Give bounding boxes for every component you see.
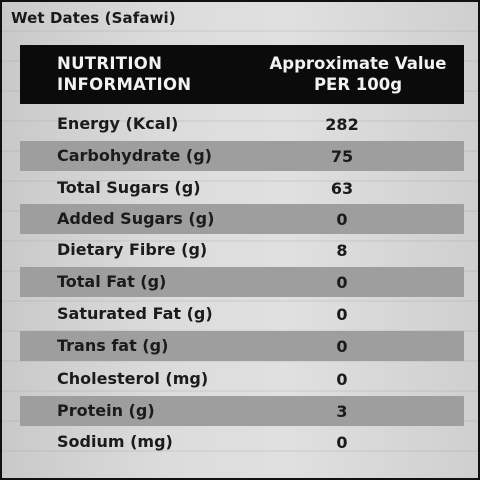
nutrient-name: Saturated Fat (g) — [57, 304, 213, 323]
table-row-energy: Energy (Kcal) 282 — [20, 109, 464, 139]
nutrient-name: Added Sugars (g) — [57, 209, 215, 228]
table-row-trans-fat: Trans fat (g) 0 — [20, 331, 464, 361]
table-row-total-sugars: Total Sugars (g) 63 — [20, 173, 464, 203]
header-approximate-value: Approximate Value PER 100g — [252, 53, 464, 95]
product-title: Wet Dates (Safawi) — [11, 9, 176, 27]
nutrient-name: Energy (Kcal) — [57, 114, 179, 133]
nutrient-name: Protein (g) — [57, 401, 155, 420]
table-row-protein: Protein (g) 3 — [20, 396, 464, 426]
nutrient-name: Cholesterol (mg) — [57, 369, 209, 388]
nutrient-value: 0 — [336, 337, 348, 356]
nutrient-value: 8 — [336, 241, 348, 260]
nutrient-name: Sodium (mg) — [57, 432, 173, 451]
table-row-sodium: Sodium (mg) 0 — [20, 427, 464, 457]
nutrient-name: Total Sugars (g) — [57, 178, 201, 197]
nutrition-table-header: NUTRITION INFORMATION Approximate Value … — [20, 45, 464, 104]
table-row-total-fat: Total Fat (g) 0 — [20, 267, 464, 297]
nutrient-value: 0 — [336, 210, 348, 229]
nutrient-value: 3 — [336, 402, 348, 421]
nutrient-value: 0 — [336, 433, 348, 452]
table-row-cholesterol: Cholesterol (mg) 0 — [20, 364, 464, 394]
nutrient-name: Dietary Fibre (g) — [57, 240, 208, 259]
nutrient-name: Carbohydrate (g) — [57, 146, 212, 165]
header-col2-line1: Approximate Value — [269, 54, 447, 73]
header-col2-line2: PER 100g — [313, 75, 403, 94]
header-nutrition-information: NUTRITION INFORMATION — [57, 53, 237, 95]
table-row-saturated-fat: Saturated Fat (g) 0 — [20, 299, 464, 329]
table-row-carbohydrate: Carbohydrate (g) 75 — [20, 141, 464, 171]
header-col1-line1: NUTRITION — [57, 54, 163, 73]
nutrient-value: 0 — [336, 370, 348, 389]
header-col1-line2: INFORMATION — [57, 75, 192, 94]
table-row-added-sugars: Added Sugars (g) 0 — [20, 204, 464, 234]
nutrient-value: 63 — [330, 179, 354, 198]
table-row-dietary-fibre: Dietary Fibre (g) 8 — [20, 235, 464, 265]
nutrient-value: 75 — [330, 147, 354, 166]
nutrient-value: 0 — [336, 273, 348, 292]
nutrient-name: Trans fat (g) — [57, 336, 169, 355]
nutrient-name: Total Fat (g) — [57, 272, 167, 291]
nutrient-value: 282 — [325, 115, 359, 134]
nutrient-value: 0 — [336, 305, 348, 324]
